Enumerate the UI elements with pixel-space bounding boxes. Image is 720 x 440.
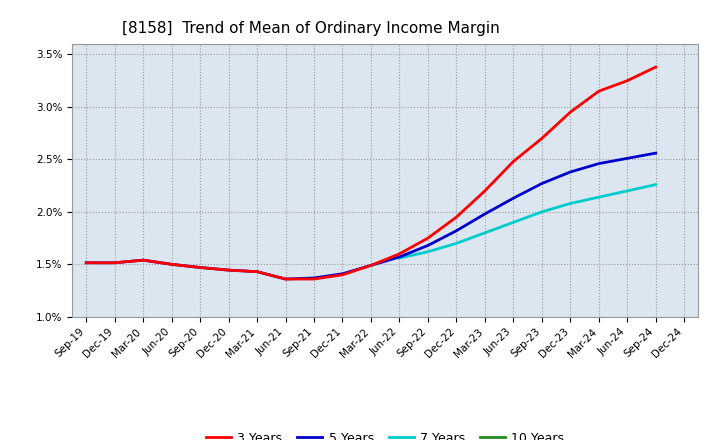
Line: 5 Years: 5 Years — [86, 153, 656, 279]
5 Years — [623, 156, 631, 161]
3 Years — [595, 88, 603, 94]
3 Years — [480, 188, 489, 194]
5 Years — [110, 260, 119, 265]
5 Years — [82, 260, 91, 265]
5 Years — [139, 257, 148, 263]
3 Years — [452, 214, 461, 220]
7 Years — [509, 220, 518, 225]
5 Years — [167, 262, 176, 267]
5 Years — [196, 265, 204, 270]
5 Years — [395, 254, 404, 260]
3 Years — [366, 263, 375, 268]
5 Years — [310, 275, 318, 281]
5 Years — [423, 243, 432, 248]
3 Years — [110, 260, 119, 265]
5 Years — [366, 263, 375, 268]
7 Years — [423, 249, 432, 254]
5 Years — [595, 161, 603, 166]
3 Years — [566, 110, 575, 115]
5 Years — [566, 169, 575, 175]
3 Years — [509, 159, 518, 164]
3 Years — [139, 257, 148, 263]
3 Years — [338, 272, 347, 278]
5 Years — [225, 268, 233, 273]
Legend: 3 Years, 5 Years, 7 Years, 10 Years: 3 Years, 5 Years, 7 Years, 10 Years — [201, 427, 570, 440]
7 Years — [480, 230, 489, 235]
7 Years — [537, 209, 546, 215]
3 Years — [395, 251, 404, 257]
3 Years — [537, 136, 546, 141]
7 Years — [566, 201, 575, 206]
7 Years — [652, 182, 660, 187]
7 Years — [395, 255, 404, 260]
3 Years — [167, 262, 176, 267]
7 Years — [595, 194, 603, 200]
3 Years — [423, 235, 432, 241]
3 Years — [623, 78, 631, 83]
7 Years — [623, 188, 631, 194]
3 Years — [282, 276, 290, 282]
3 Years — [310, 276, 318, 282]
3 Years — [196, 265, 204, 270]
3 Years — [82, 260, 91, 265]
Line: 7 Years: 7 Years — [400, 185, 656, 258]
3 Years — [652, 64, 660, 70]
Text: [8158]  Trend of Mean of Ordinary Income Margin: [8158] Trend of Mean of Ordinary Income … — [122, 21, 500, 36]
5 Years — [452, 228, 461, 233]
5 Years — [537, 181, 546, 186]
3 Years — [225, 268, 233, 273]
5 Years — [480, 211, 489, 216]
5 Years — [282, 276, 290, 282]
7 Years — [452, 241, 461, 246]
5 Years — [338, 271, 347, 276]
5 Years — [509, 196, 518, 201]
3 Years — [253, 269, 261, 274]
Line: 3 Years: 3 Years — [86, 67, 656, 279]
5 Years — [253, 269, 261, 274]
5 Years — [652, 150, 660, 156]
